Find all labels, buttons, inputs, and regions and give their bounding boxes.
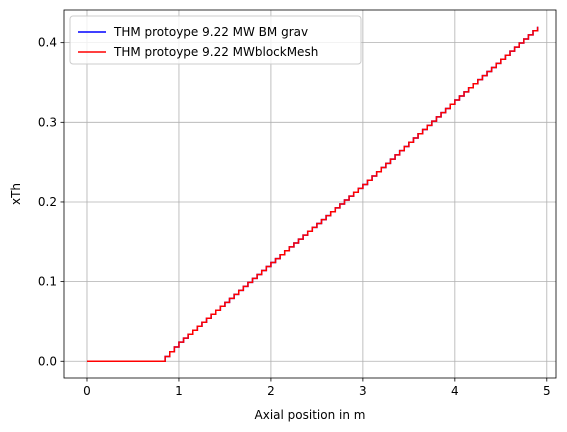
y-tick-label: 0.4	[38, 36, 57, 50]
y-tick-label: 0.3	[38, 115, 57, 129]
y-tick-label: 0.2	[38, 195, 57, 209]
series-line-1	[86, 26, 539, 363]
y-axis-label: xTh	[9, 183, 23, 205]
legend-box	[69, 15, 362, 65]
x-tick-label: 5	[543, 384, 551, 398]
y-axis-ticks: 0.0 0.1 0.2 0.3 0.4	[38, 36, 64, 368]
y-tick-label: 0.0	[38, 354, 57, 368]
x-tick-label: 0	[83, 384, 91, 398]
grid	[64, 10, 556, 378]
legend: THM protoype 9.22 MW BM grav THM protoype…	[69, 15, 362, 65]
legend-entry: THM protoype 9.22 MW BM grav	[113, 25, 308, 39]
x-tick-label: 1	[175, 384, 183, 398]
x-axis-ticks: 0 1 2 3 4 5	[83, 378, 551, 398]
x-tick-label: 3	[359, 384, 367, 398]
x-axis-label: Axial position in m	[255, 408, 366, 422]
legend-entry: THM protoype 9.22 MWblockMesh	[113, 45, 318, 59]
x-tick-label: 2	[267, 384, 275, 398]
y-tick-label: 0.1	[38, 275, 57, 289]
x-tick-label: 4	[451, 384, 459, 398]
plot-series	[86, 26, 539, 363]
series-line-2	[86, 26, 539, 363]
plot-frame	[63, 9, 557, 379]
